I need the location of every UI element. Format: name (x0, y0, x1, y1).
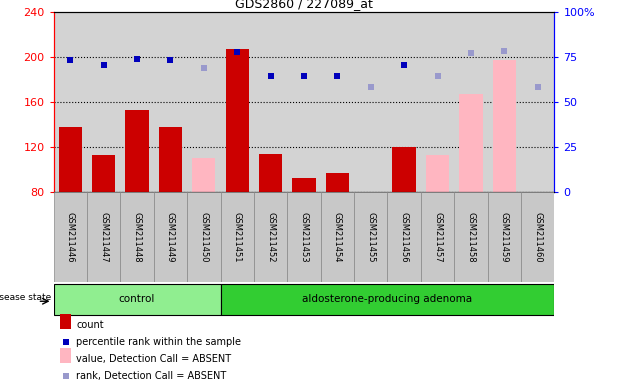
Text: value, Detection Call = ABSENT: value, Detection Call = ABSENT (76, 354, 231, 364)
Bar (493, 60, 516, 192)
Bar (459, 94, 483, 192)
Bar (87, 192, 120, 282)
Bar (259, 154, 282, 192)
Text: GSM211453: GSM211453 (299, 212, 309, 262)
Text: GSM211446: GSM211446 (66, 212, 75, 262)
Text: GSM211451: GSM211451 (232, 212, 242, 262)
Bar (387, 192, 421, 282)
Bar (426, 155, 449, 192)
Text: GSM211460: GSM211460 (533, 212, 542, 262)
Text: GSM211456: GSM211456 (399, 212, 409, 262)
Text: GSM211449: GSM211449 (166, 212, 175, 262)
Bar (154, 192, 187, 282)
Text: GSM211447: GSM211447 (99, 212, 108, 262)
Text: GSM211452: GSM211452 (266, 212, 275, 262)
Bar (54, 192, 87, 282)
Bar (92, 155, 115, 192)
Text: GSM211455: GSM211455 (366, 212, 375, 262)
Bar (125, 110, 149, 192)
Bar (60, 348, 71, 363)
Bar (326, 173, 349, 192)
Bar (488, 192, 521, 282)
Bar (120, 192, 154, 282)
Bar (292, 179, 316, 192)
Text: percentile rank within the sample: percentile rank within the sample (76, 337, 241, 347)
Bar (421, 192, 454, 282)
Text: GSM211458: GSM211458 (466, 212, 476, 262)
Title: GDS2860 / 227089_at: GDS2860 / 227089_at (235, 0, 373, 10)
Bar (59, 127, 82, 192)
Text: GSM211459: GSM211459 (500, 212, 509, 262)
Text: GSM211454: GSM211454 (333, 212, 342, 262)
Text: rank, Detection Call = ABSENT: rank, Detection Call = ABSENT (76, 371, 227, 381)
Bar (287, 192, 321, 282)
Bar (220, 284, 554, 315)
Bar (187, 192, 220, 282)
Text: count: count (76, 320, 104, 330)
Text: aldosterone-producing adenoma: aldosterone-producing adenoma (302, 294, 472, 304)
Bar (354, 192, 387, 282)
Bar (226, 49, 249, 192)
Text: GSM211457: GSM211457 (433, 212, 442, 262)
Bar (159, 127, 182, 192)
Text: disease state: disease state (0, 293, 51, 302)
Bar (321, 192, 354, 282)
Bar (192, 158, 215, 192)
Bar (220, 192, 254, 282)
Bar (392, 147, 416, 192)
Bar (60, 314, 71, 329)
Text: GSM211448: GSM211448 (132, 212, 142, 262)
Bar (521, 192, 554, 282)
Bar (454, 192, 488, 282)
Text: control: control (119, 294, 155, 304)
Bar (254, 192, 287, 282)
Text: GSM211450: GSM211450 (199, 212, 209, 262)
Bar (54, 284, 220, 315)
